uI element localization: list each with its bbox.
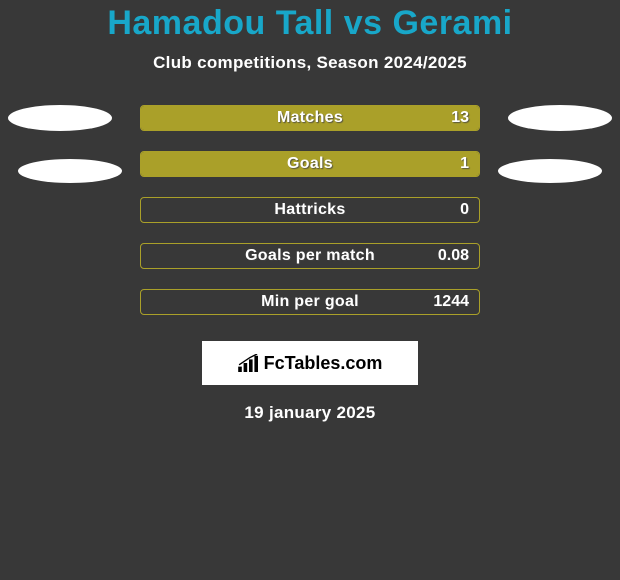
player-right-avatar-placeholder-2	[498, 159, 602, 183]
stat-bar: Matches13	[140, 105, 480, 131]
page-title: Hamadou Tall vs Gerami	[107, 4, 512, 43]
stat-bar-label: Goals	[141, 152, 479, 176]
chart-icon	[238, 354, 260, 372]
stat-bar-value: 0.08	[438, 244, 469, 268]
stat-bar-label: Min per goal	[141, 290, 479, 314]
player-left-avatar-placeholder-1	[8, 105, 112, 131]
stat-comparison-area: Matches13 Goals1 Hattricks0 Goals per match…	[0, 105, 620, 315]
stat-bar-value: 1	[460, 152, 469, 176]
subtitle: Club competitions, Season 2024/2025	[153, 53, 467, 73]
snapshot-date: 19 january 2025	[244, 403, 375, 423]
stat-bar: Min per goal1244	[140, 289, 480, 315]
stat-bars: Matches13 Goals1 Hattricks0 Goals per match…	[140, 105, 480, 315]
fctables-logo[interactable]: FcTables.com	[202, 341, 418, 385]
stat-bar-label: Goals per match	[141, 244, 479, 268]
logo-text: FcTables.com	[264, 353, 383, 374]
stat-bar-value: 1244	[433, 290, 469, 314]
stat-bar-label: Matches	[141, 106, 479, 130]
stat-bar-label: Hattricks	[141, 198, 479, 222]
stat-bar: Hattricks0	[140, 197, 480, 223]
stat-bar: Goals per match0.08	[140, 243, 480, 269]
player-right-avatar-placeholder-1	[508, 105, 612, 131]
stat-bar-value: 0	[460, 198, 469, 222]
stat-bar-value: 13	[451, 106, 469, 130]
stat-bar: Goals1	[140, 151, 480, 177]
player-left-avatar-placeholder-2	[18, 159, 122, 183]
